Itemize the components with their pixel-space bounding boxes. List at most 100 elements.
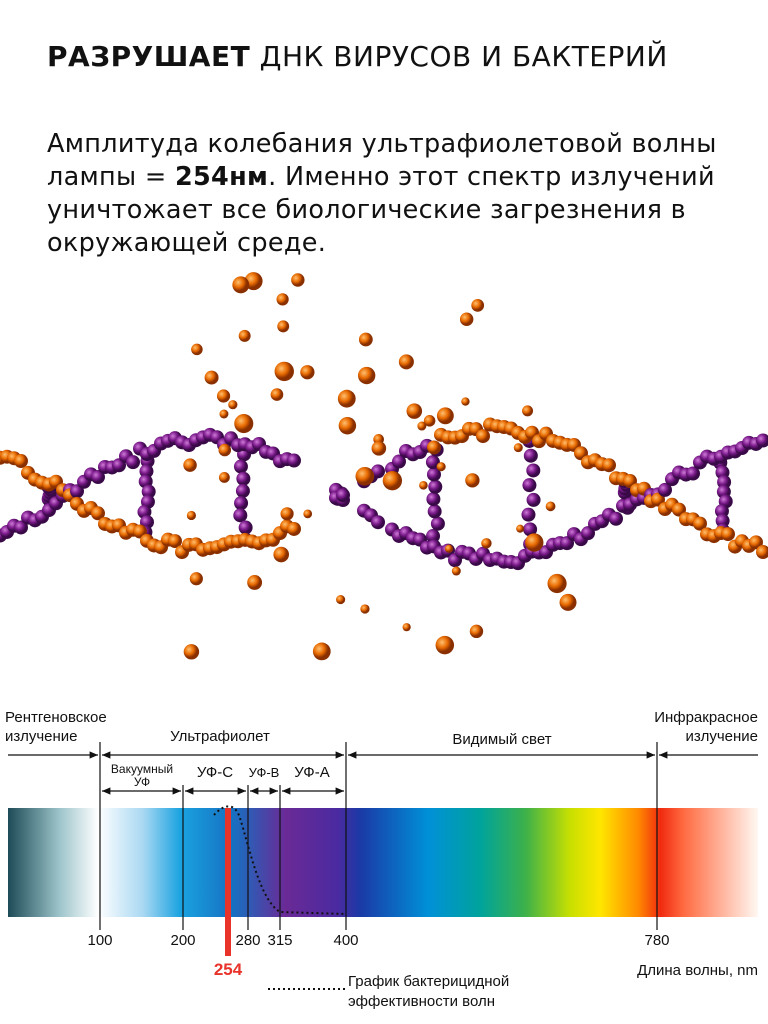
particle — [559, 593, 577, 611]
dna-illustration — [0, 272, 768, 661]
dna-ball — [141, 484, 156, 499]
dna-ball — [749, 535, 763, 550]
particle — [216, 389, 231, 403]
title: РАЗРУШАЕТ ДНК ВИРУСОВ И БАКТЕРИЙ — [47, 40, 668, 73]
band-label: Вакуумный — [111, 762, 173, 776]
particle — [270, 388, 284, 401]
particle — [183, 458, 197, 472]
axis-label: Длина волны, nm — [637, 962, 758, 979]
particle — [300, 365, 315, 380]
dna-ball — [721, 527, 735, 542]
particle — [398, 354, 414, 370]
band-label: УФ-А — [294, 764, 329, 781]
particle — [513, 443, 523, 453]
dna-ball — [602, 458, 616, 473]
dna-ball — [426, 492, 441, 507]
particle — [291, 273, 305, 287]
tick-label: 400 — [333, 932, 358, 949]
particle — [471, 298, 485, 312]
dna-ball — [168, 534, 182, 549]
intro-bold: 254нм — [174, 162, 269, 192]
particle — [355, 466, 375, 486]
dna-ball — [234, 496, 249, 511]
particle — [218, 443, 232, 457]
particle — [545, 501, 556, 512]
particle — [360, 604, 370, 614]
particle — [444, 544, 454, 553]
band-label: УФ-В — [249, 765, 280, 780]
dna-ball — [238, 520, 253, 535]
intro-text: Амплитуда колебания ультрафиолетовой вол… — [47, 129, 717, 192]
tick-label: 100 — [87, 932, 112, 949]
particle — [337, 389, 356, 408]
particle — [465, 473, 480, 488]
dna-ball — [658, 482, 672, 497]
dna-ball — [425, 455, 440, 470]
band-label: УФ — [134, 775, 150, 789]
spectrum-lines — [8, 742, 758, 930]
particle — [461, 397, 470, 406]
dna-ball — [430, 516, 445, 531]
region-label: Видимый свет — [452, 731, 551, 748]
region-label: излучение — [685, 728, 758, 745]
highlight-label: 254 — [214, 960, 243, 979]
particle — [436, 462, 446, 472]
title-rest: ДНК ВИРУСОВ И БАКТЕРИЙ — [259, 40, 668, 73]
particle — [238, 329, 251, 342]
dna-ball — [686, 466, 700, 481]
band-label: УФ-С — [197, 764, 233, 781]
particle — [371, 441, 387, 456]
spectrum-bar — [8, 808, 758, 917]
dna-ball — [371, 515, 385, 530]
particle — [228, 400, 238, 410]
dna-ball — [336, 488, 350, 503]
particle — [459, 312, 474, 326]
particle — [274, 361, 294, 382]
particle — [419, 481, 428, 490]
particle — [436, 407, 454, 425]
tick-label: 200 — [170, 932, 195, 949]
dna-ball — [756, 433, 768, 448]
dna-ball — [287, 453, 301, 468]
particle — [338, 416, 357, 435]
particle — [189, 572, 203, 586]
dna-ball — [427, 440, 441, 455]
particle — [191, 343, 203, 356]
region-label: Инфракрасное — [654, 709, 758, 726]
particle — [232, 276, 250, 294]
dna-ball — [126, 455, 140, 470]
particle — [312, 642, 331, 661]
region-label: Ультрафиолет — [170, 728, 270, 745]
region-label: излучение — [5, 728, 78, 745]
particle — [417, 421, 427, 431]
dna-ball — [522, 478, 537, 493]
particle — [234, 414, 254, 434]
dna-ball — [139, 464, 154, 479]
particle — [525, 533, 544, 552]
dna-ball — [14, 520, 28, 535]
dna-ball — [521, 507, 536, 522]
particle — [357, 366, 376, 385]
particle — [277, 320, 290, 333]
dna-ball — [91, 506, 105, 521]
dna-ball — [91, 470, 105, 485]
particle — [406, 403, 423, 419]
dna-ball — [526, 463, 541, 478]
dna-ball — [426, 467, 441, 482]
tick-label: 315 — [267, 932, 292, 949]
particle — [186, 510, 197, 521]
dna-ball — [371, 464, 385, 479]
particle — [469, 624, 484, 639]
dna-ball — [427, 504, 442, 519]
particle — [451, 566, 461, 576]
particle — [280, 507, 294, 521]
particle — [276, 293, 289, 306]
dna-ball — [233, 508, 248, 523]
tick-label: 780 — [644, 932, 669, 949]
particle — [219, 409, 229, 419]
highlight-line — [225, 808, 231, 956]
dna-ball — [523, 448, 538, 463]
dna-ball — [426, 529, 441, 544]
dna-ball — [756, 545, 768, 560]
